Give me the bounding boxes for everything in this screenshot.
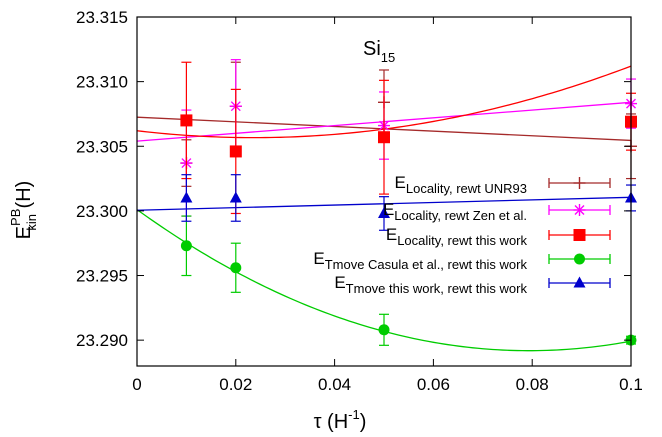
legend-entry: ETmove Casula et al., rewt this work: [313, 249, 611, 272]
y-label-base: E: [13, 226, 35, 239]
x-tick-label: 0.06: [417, 375, 450, 394]
data-point-4: [378, 206, 390, 218]
y-axis-label: EPBkin (H): [8, 181, 39, 240]
si15-annotation: Si15: [363, 38, 395, 65]
legend-entry: ELocality, rewt UNR93: [395, 173, 611, 196]
legend-label: ELocality, rewt UNR93: [395, 173, 527, 196]
legend-entry: ELocality, rewt Zen et al.: [383, 200, 611, 223]
legend-marker: [573, 204, 586, 216]
y-tick-label: 23.310: [76, 73, 128, 92]
data-point-2: [229, 145, 242, 158]
x-tick-label: 0.02: [219, 375, 252, 394]
legend-marker: [573, 276, 586, 288]
x-tick-label: 0.04: [318, 375, 351, 394]
x-label-tail: ): [360, 411, 367, 433]
x-axis-label: τ (H-1): [314, 407, 367, 433]
legend-marker: [573, 177, 586, 189]
legend-entry: ELocality, rewt this work: [386, 225, 611, 248]
x-label-sup: -1: [348, 407, 360, 422]
x-tick-label: 0.1: [619, 375, 643, 394]
legend-label: ETmove Casula et al., rewt this work: [313, 249, 527, 272]
legend-entry: ETmove this work, rewt this work: [334, 273, 611, 296]
data-point-3: [230, 262, 242, 274]
legend: ELocality, rewt UNR93 ELocality, rewt Zen…: [313, 173, 611, 296]
y-tick-label: 23.305: [76, 137, 128, 156]
y-tick-label: 23.295: [76, 267, 128, 286]
y-tick-label: 23.315: [76, 8, 128, 27]
legend-label: ETmove this work, rewt this work: [334, 273, 527, 296]
data-point-2: [180, 114, 193, 127]
plot-area-frame: [136, 16, 632, 367]
legend-marker: [573, 229, 586, 241]
y-tick-label: 23.290: [76, 331, 128, 350]
y-label-sup: PB: [8, 209, 23, 226]
data-point-4: [180, 191, 193, 203]
legend-label: ELocality, rewt Zen et al.: [383, 200, 527, 223]
y-label-sub: kin: [24, 214, 39, 231]
data-point-3: [180, 240, 192, 252]
annotation-base: Si: [363, 38, 381, 60]
data-point-3: [378, 324, 390, 336]
legend-marker: [574, 253, 585, 265]
x-label-base: τ (H: [314, 411, 349, 433]
x-tick-label: 0: [132, 375, 141, 394]
data-point-4: [229, 191, 242, 203]
legend-label: ELocality, rewt this work: [386, 225, 528, 248]
data-point-2: [378, 131, 390, 144]
y-tick-label: 23.300: [76, 202, 128, 221]
annotation-sub: 15: [381, 50, 395, 65]
x-tick-label: 0.08: [516, 375, 549, 394]
axes: 0 0.02 0.04 0.06 0.08 0.1 23.290 23.295 23.300 23…: [76, 8, 643, 394]
y-label-tail: (H): [13, 181, 35, 214]
